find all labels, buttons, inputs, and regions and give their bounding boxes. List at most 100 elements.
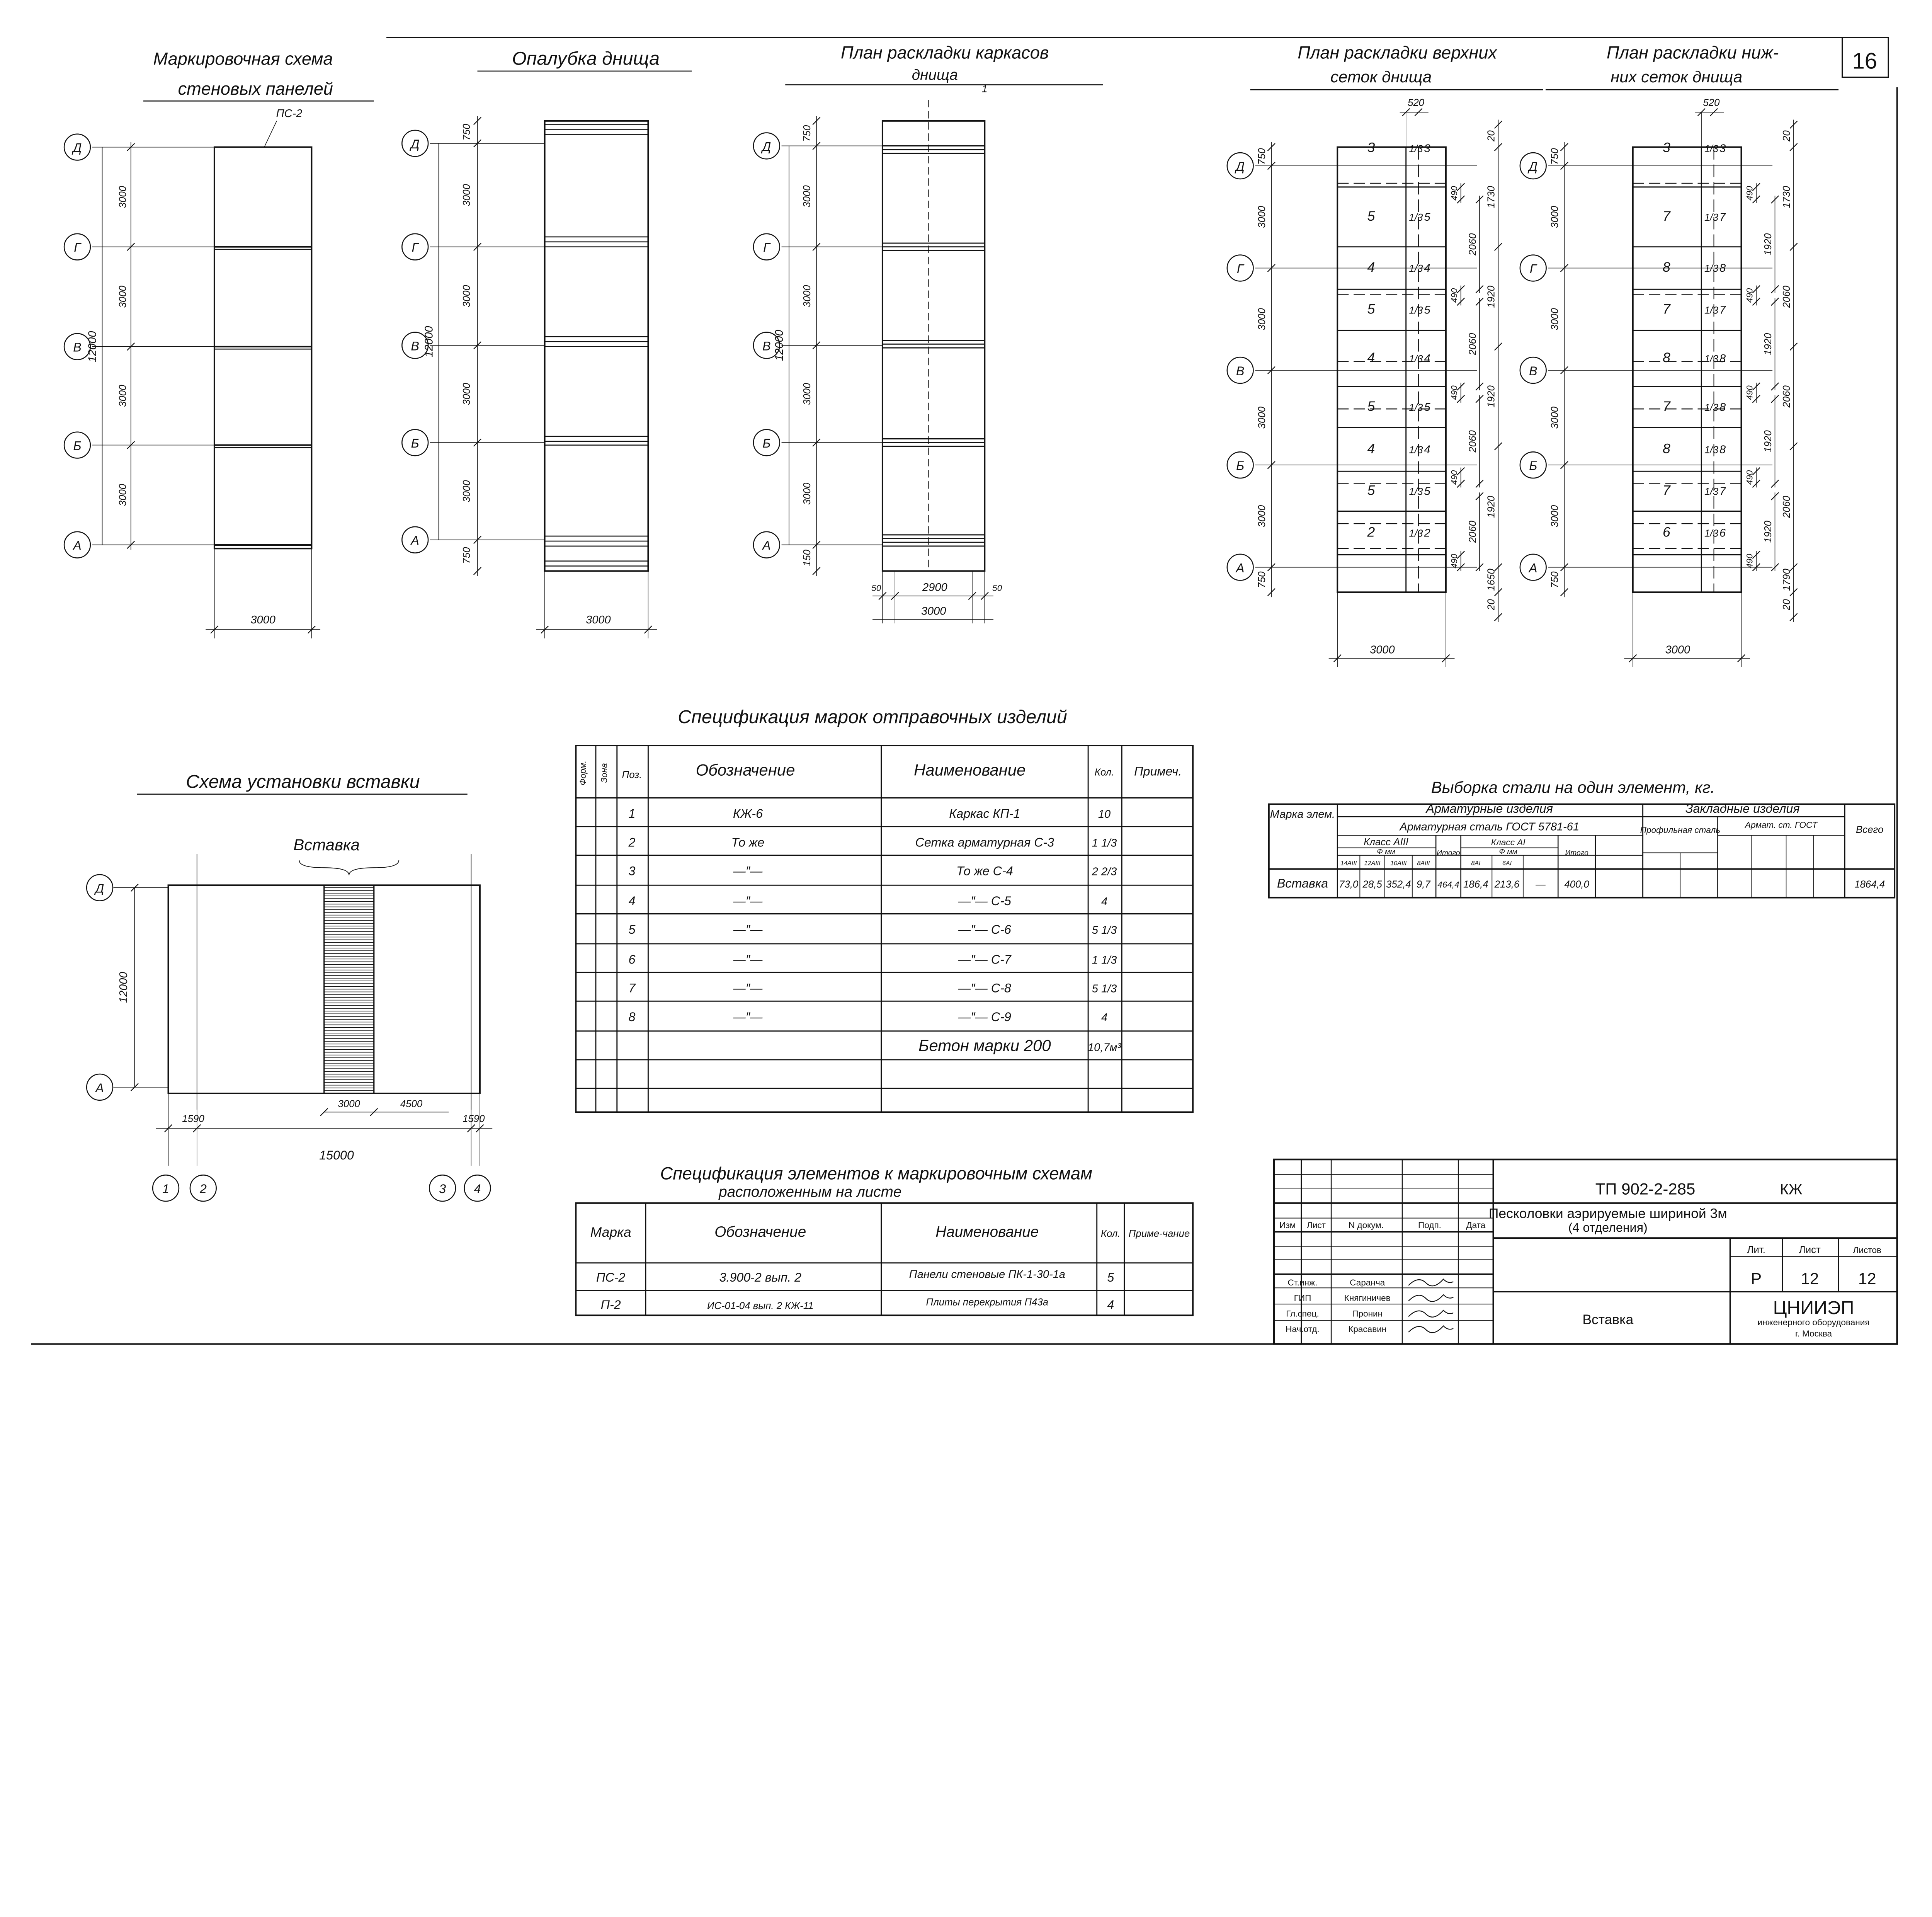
dimension-tick — [1442, 654, 1450, 662]
dimension-value: 3000 — [1549, 206, 1560, 228]
mesh-mark: 3 — [1719, 143, 1726, 155]
label: Марка элем. — [1270, 808, 1335, 821]
dimension-value: 490 — [1449, 288, 1459, 303]
dimension-tick — [1475, 395, 1484, 403]
label: Приме-чание — [1129, 1228, 1190, 1239]
axis-label: Д — [761, 140, 771, 153]
axis-label: Д — [1527, 160, 1537, 174]
label: г. Москва — [1795, 1329, 1832, 1338]
dimension-tick — [1457, 285, 1465, 293]
label: Арматурная сталь ГОСТ 5781-61 — [1399, 821, 1580, 833]
drawing-name: Вставка — [1582, 1312, 1633, 1327]
label: Примеч. — [1134, 764, 1182, 778]
label: Лит. — [1747, 1245, 1765, 1255]
dimension-value: 3000 — [461, 383, 472, 405]
dimension-value: 2060 — [1467, 233, 1478, 256]
dimension-value: 3000 — [1257, 406, 1267, 429]
dimension-tick — [1457, 563, 1465, 572]
dimension-tick — [1771, 285, 1779, 293]
axis-bubble — [753, 332, 781, 359]
dimension-tick — [320, 1108, 328, 1116]
dimension-tick — [1629, 654, 1637, 662]
axis-bubble — [1519, 254, 1547, 282]
dimension-tick — [1494, 143, 1502, 152]
mesh-fraction: 1/3 — [1409, 487, 1423, 497]
label: расположенным на листе — [718, 1184, 901, 1200]
label: Лист — [1799, 1245, 1821, 1255]
cell-pos: 5 — [629, 923, 636, 936]
axis-bubble — [1519, 451, 1547, 479]
axis-bubble — [464, 1175, 491, 1202]
label: 520 — [1703, 97, 1720, 108]
dimension-tick — [1560, 162, 1568, 170]
dimension-value: 490 — [1745, 288, 1754, 303]
label: Схема установки вставки — [186, 771, 420, 792]
dimension-tick — [1457, 298, 1465, 306]
dimension-tick — [1267, 143, 1276, 152]
dimension-tick — [1267, 563, 1276, 572]
label: 1864,4 — [1854, 879, 1885, 890]
label: стеновых панелей — [178, 79, 333, 99]
dimension-value: 2060 — [1467, 430, 1478, 453]
dimension-value: 2060 — [1781, 285, 1792, 308]
mesh-fraction: 1/3 — [1409, 144, 1423, 155]
mesh-mark: 5 — [1367, 483, 1375, 498]
dimension-tick — [1771, 195, 1779, 204]
label: Обозначение — [714, 1224, 806, 1240]
label: Изм — [1279, 1220, 1296, 1230]
cell-qty: 10,7м³ — [1088, 1041, 1121, 1054]
dimension-tick — [812, 141, 821, 150]
axis-bubble — [753, 429, 781, 456]
axis-bubble — [1226, 254, 1254, 282]
label: Поз. — [622, 770, 642, 780]
sheet-number-box — [1842, 37, 1889, 78]
mesh-fraction: 1/3 — [1409, 263, 1423, 274]
dimension-tick — [127, 541, 135, 549]
dimension-tick — [541, 625, 549, 634]
dimension-value: 12000 — [423, 326, 435, 358]
mesh-mark: 5 — [1424, 211, 1430, 223]
mesh-fraction: 1/3 — [1409, 445, 1423, 456]
dimension-tick — [1752, 563, 1760, 572]
dimension-tick — [1494, 121, 1502, 129]
dimension-tick — [1752, 195, 1760, 204]
dimension-value: 1650 — [1486, 569, 1497, 591]
mesh-fraction: 1/3 — [1409, 212, 1423, 223]
cell-pos: 2 — [628, 835, 636, 849]
cell-designation: —″— — [733, 923, 763, 936]
insert-brace — [299, 860, 400, 875]
dimension-tick — [1771, 382, 1779, 391]
label: 2900 — [922, 581, 947, 594]
dimension-tick — [1771, 395, 1779, 403]
label: Закладные изделия — [1685, 802, 1800, 815]
mesh-fraction: 1/3 — [1409, 402, 1423, 413]
cell-qty: 4 — [1101, 896, 1107, 908]
dimension-value: 750 — [461, 124, 472, 141]
label: Ст.инж. — [1288, 1278, 1318, 1287]
axis-label: Б — [762, 436, 770, 450]
cell-name: —″— С-7 — [958, 953, 1012, 967]
label: Нач.отд. — [1286, 1325, 1320, 1334]
label: ПС-2 — [276, 107, 302, 120]
axis-bubble — [401, 429, 429, 456]
label: 14АIII — [1340, 860, 1357, 867]
dimension-value: 1920 — [1486, 495, 1497, 518]
cell-name: —″— С-5 — [958, 894, 1012, 908]
axis-bubble — [63, 431, 91, 459]
label: 352,4 — [1386, 879, 1411, 890]
cell-name: —″— С-6 — [958, 923, 1011, 936]
dimension-tick — [1475, 563, 1484, 572]
label: 6АI — [1502, 860, 1512, 867]
label: 50 — [871, 583, 881, 593]
cell-pos: 1 — [629, 807, 636, 821]
mesh-mark: 7 — [1719, 485, 1726, 498]
cell-pos: 7 — [629, 981, 636, 995]
label: 12 — [1801, 1270, 1819, 1288]
label: 4 — [1107, 1298, 1114, 1312]
axis-label: Г — [1237, 262, 1245, 276]
dimension-tick — [878, 592, 887, 600]
label: План раскладки ниж- — [1607, 43, 1779, 63]
dimension-tick — [1752, 467, 1760, 475]
dimension-value: 490 — [1745, 186, 1754, 201]
dimension-value: 20 — [1781, 130, 1792, 142]
